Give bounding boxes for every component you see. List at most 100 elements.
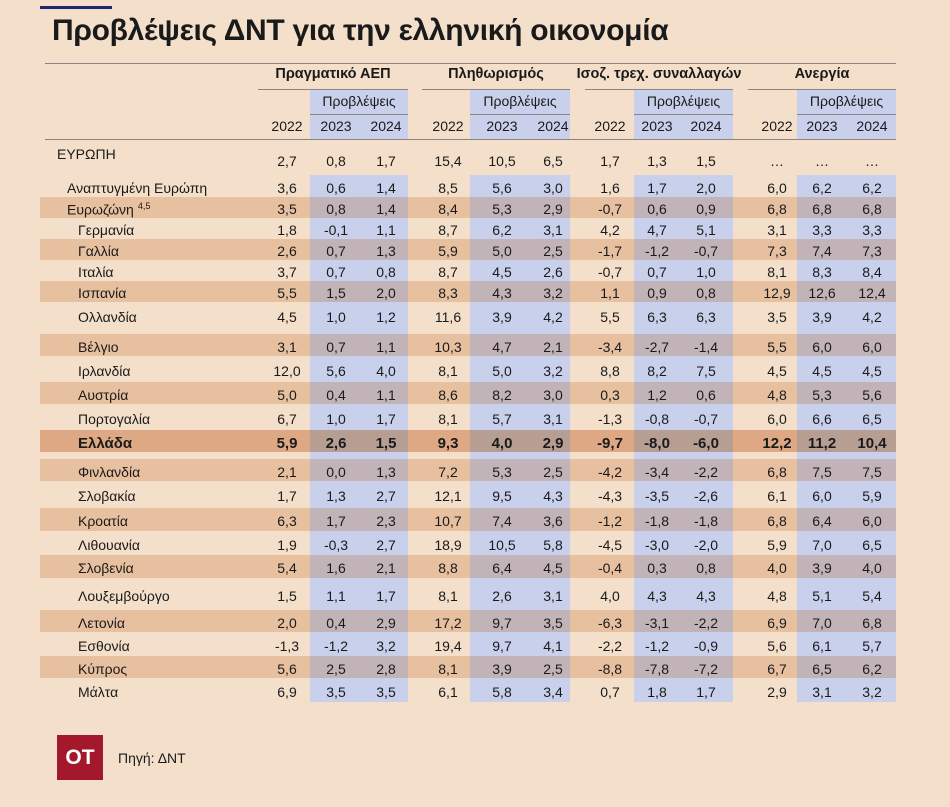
value-cell: 7,5 <box>862 464 882 480</box>
value-cell: 6,2 <box>862 661 882 677</box>
value-cell: 5,0 <box>492 363 512 379</box>
value-cell: -0,7 <box>693 243 719 259</box>
value-cell: 8,7 <box>438 264 458 280</box>
forecast-cell-shade <box>797 508 896 531</box>
table-row: Σλοβενία 5,4 1,6 2,1 8,8 6,4 4,5 -0,4 0,3 0,8 4,0 3… <box>40 555 896 578</box>
forecast-cell-shade <box>310 459 408 481</box>
table-row: Εσθονία -1,3 -1,2 3,2 19,4 9,7 4,1 -2,2 -1,2 -0,9… <box>40 632 896 656</box>
value-cell: 4,5 <box>767 363 787 379</box>
forecast-cell-shade <box>470 281 570 302</box>
value-cell: 3,9 <box>492 309 512 325</box>
row-label: Κύπρος <box>78 661 127 677</box>
value-cell: 1,7 <box>696 684 716 700</box>
forecast-cell-shade <box>797 197 896 218</box>
table-row: Γαλλία 2,6 0,7 1,3 5,9 5,0 2,5 -1,7 -1,2 -0,7 7,3 7… <box>40 239 896 260</box>
value-cell: -2,0 <box>693 537 719 553</box>
value-cell: -2,2 <box>693 464 719 480</box>
value-cell: 8,1 <box>438 363 458 379</box>
table-row: Μάλτα 6,9 3,5 3,5 6,1 5,8 3,4 0,7 1,8 1,7 2,9 3,1 3,… <box>40 678 896 702</box>
forecast-cell-shade <box>310 239 408 260</box>
forecast-cell-shade <box>310 197 408 218</box>
value-cell: 5,7 <box>492 411 512 427</box>
country-name: Μάλτα <box>78 684 119 700</box>
value-cell: -1,8 <box>644 513 670 529</box>
value-cell: 1,7 <box>376 411 396 427</box>
value-cell: 10,5 <box>488 153 516 169</box>
value-cell: 1,0 <box>326 411 346 427</box>
forecast-cell-shade <box>797 459 896 481</box>
country-name: Κροατία <box>78 513 128 529</box>
value-cell: 1,8 <box>277 222 297 238</box>
value-cell: 3,2 <box>862 684 882 700</box>
value-cell: 3,5 <box>326 684 346 700</box>
top-accent-bar <box>40 6 112 9</box>
value-cell: 2,5 <box>543 243 563 259</box>
value-cell: 2,6 <box>277 243 297 259</box>
forecast-cell-shade <box>310 610 408 632</box>
value-cell: 1,3 <box>647 153 667 169</box>
value-cell: 7,5 <box>812 464 832 480</box>
value-cell: 2,9 <box>543 201 563 217</box>
forecast-cell-shade <box>634 508 733 531</box>
value-cell: 1,2 <box>376 309 396 325</box>
value-cell: 4,5 <box>543 560 563 576</box>
row-label: Λιθουανία <box>78 537 140 553</box>
country-name: Σλοβακία <box>78 488 136 504</box>
value-cell: 5,3 <box>492 464 512 480</box>
value-cell: 1,1 <box>376 387 396 403</box>
table-row: Αυστρία 5,0 0,4 1,1 8,6 8,2 3,0 0,3 1,2 0,6 4,8 5,3… <box>40 382 896 404</box>
forecast-cell-shade <box>797 382 896 404</box>
forecast-cell-shade <box>310 656 408 678</box>
value-cell: 1,9 <box>277 537 297 553</box>
value-cell: 3,2 <box>376 638 396 654</box>
forecast-divider <box>797 114 896 115</box>
value-cell: 12,9 <box>763 285 791 301</box>
forecast-cell-shade <box>470 430 570 452</box>
value-cell: -7,2 <box>693 661 719 677</box>
value-cell: -7,8 <box>644 661 670 677</box>
value-cell: -3,4 <box>597 339 623 355</box>
value-cell: … <box>815 153 829 169</box>
table-row: Κροατία 6,3 1,7 2,3 10,7 7,4 3,6 -1,2 -1,8 -1,8 6,… <box>40 508 896 531</box>
value-cell: 7,5 <box>696 363 716 379</box>
forecast-cell-shade <box>634 239 733 260</box>
value-cell: 1,5 <box>277 588 297 604</box>
value-cell: -3,1 <box>644 615 670 631</box>
value-cell: 4,8 <box>767 387 787 403</box>
value-cell: 1,7 <box>600 153 620 169</box>
value-cell: 6,8 <box>862 615 882 631</box>
country-name: Κύπρος <box>78 661 128 677</box>
country-name: Ιταλία <box>78 264 114 280</box>
value-cell: 3,5 <box>767 309 787 325</box>
value-cell: 4,2 <box>862 309 882 325</box>
value-cell: 2,7 <box>277 153 297 169</box>
value-cell: 2,0 <box>376 285 396 301</box>
value-cell: 3,1 <box>543 411 563 427</box>
value-cell: -6,3 <box>597 615 623 631</box>
value-cell: 19,4 <box>434 638 462 654</box>
value-cell: 6,9 <box>277 684 297 700</box>
value-cell: 1,7 <box>647 180 667 196</box>
country-name: Ισπανία <box>78 285 127 301</box>
value-cell: 1,5 <box>326 285 346 301</box>
group-header: Πληθωρισμός <box>448 66 544 82</box>
value-cell: 6,1 <box>438 684 458 700</box>
value-cell: 6,3 <box>696 309 716 325</box>
value-cell: 0,8 <box>326 153 346 169</box>
value-cell: 6,7 <box>767 661 787 677</box>
source-note: Πηγή: ΔΝΤ <box>118 750 186 766</box>
table-row: Βέλγιο 3,1 0,7 1,1 10,3 4,7 2,1 -3,4 -2,7 -1,4 5,5… <box>40 334 896 356</box>
table-row: Λουξεμβούργο 1,5 1,1 1,7 8,1 2,6 3,1 4,0 4,3 4,3 4… <box>40 578 896 610</box>
value-cell: 8,1 <box>438 661 458 677</box>
value-cell: 3,3 <box>862 222 882 238</box>
value-cell: -8,0 <box>644 435 670 452</box>
value-cell: 5,0 <box>277 387 297 403</box>
value-cell: 5,6 <box>492 180 512 196</box>
value-cell: 5,9 <box>438 243 458 259</box>
value-cell: 5,6 <box>767 638 787 654</box>
table-row: Λιθουανία 1,9 -0,3 2,7 18,9 10,5 5,8 -4,5 -3,0 -2… <box>40 531 896 555</box>
value-cell: 6,5 <box>543 153 563 169</box>
value-cell: 1,3 <box>326 488 346 504</box>
country-name: Εσθονία <box>78 638 130 654</box>
footnote-marker: 4,5 <box>137 201 151 211</box>
